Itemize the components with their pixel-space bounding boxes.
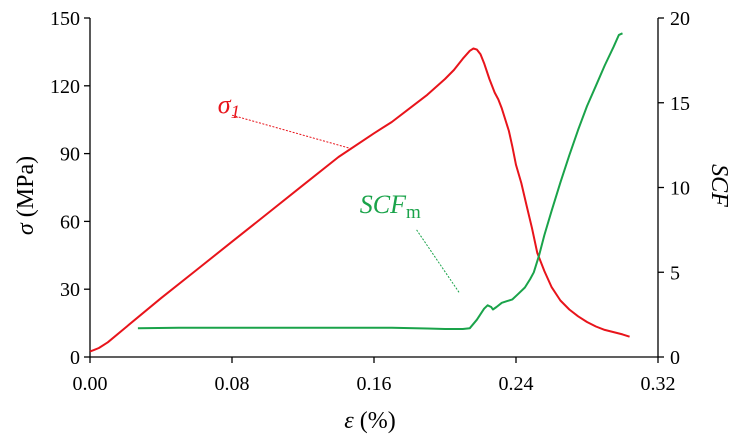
y-axis-left-symbol: σ (13, 222, 39, 235)
y-axis-left-unit: (MPa) (13, 156, 39, 223)
annotation-symbol: σ (218, 90, 232, 119)
x-tick-label: 0.24 (499, 373, 534, 395)
y-left-tick-label: 90 (60, 144, 80, 166)
y-right-tick-label: 15 (670, 93, 690, 115)
series-line-σ1 (89, 47, 630, 353)
x-axis-title: ε (%) (344, 408, 395, 434)
y-right-tick-label: 20 (670, 8, 690, 30)
axes: 0.00 0.08 0.16 0.24 0.32 0 30 60 90 120 150 0 5 10 15 2… (13, 8, 732, 434)
annotation-label-1: SCFm (360, 190, 421, 223)
x-tick-label: 0.00 (73, 373, 108, 395)
x-tick-label: 0.16 (357, 373, 392, 395)
annotation-label-0: σ1 (218, 90, 240, 123)
y-left-tick-label: 120 (50, 76, 80, 98)
x-axis-symbol: ε (344, 408, 354, 434)
series-line-SCF (137, 32, 623, 330)
annotation-subscript: 1 (231, 102, 241, 123)
y-left-tick-label: 150 (50, 8, 80, 30)
annotation-symbol: SCF (360, 190, 407, 219)
y-axis-left-title: σ (MPa) (13, 156, 39, 235)
y-left-tick-label: 60 (60, 211, 80, 233)
y-left-tick-label: 0 (70, 347, 80, 369)
annotations: σ1 SCFm (218, 90, 460, 293)
y-right-tick-label: 10 (670, 178, 690, 200)
annotation-subscript: m (406, 202, 421, 223)
x-axis-unit: (%) (354, 408, 396, 434)
y-axis-right-title: SCF (706, 164, 732, 207)
x-tick-label: 0.08 (215, 373, 250, 395)
y-right-tick-label: 5 (670, 262, 680, 284)
annotation-leader-0 (231, 114, 353, 150)
plot-series (89, 32, 630, 353)
annotation-leader-1 (416, 229, 460, 293)
y-right-tick-label: 0 (670, 347, 680, 369)
y-left-tick-label: 30 (60, 279, 80, 301)
x-tick-label: 0.32 (641, 373, 676, 395)
